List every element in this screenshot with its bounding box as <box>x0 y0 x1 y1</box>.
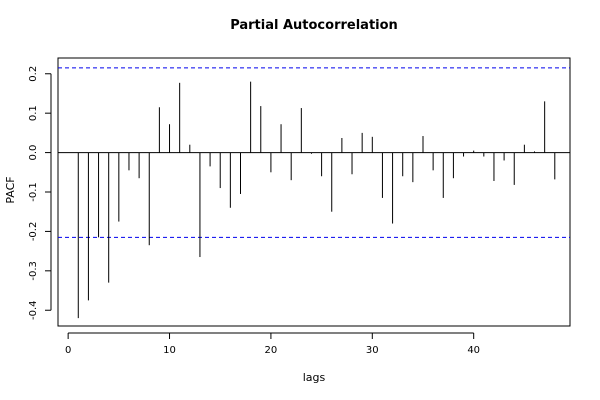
x-axis-label: lags <box>303 371 326 384</box>
y-tick-label: 0.0 <box>28 145 39 161</box>
y-tick-label: -0.4 <box>28 300 39 320</box>
plot-frame <box>57 57 571 327</box>
y-axis: -0.4 -0.3 -0.2 -0.1 0.0 0.1 0.2 <box>28 66 52 320</box>
y-tick-label: -0.3 <box>28 261 39 281</box>
y-tick-label: 0.2 <box>28 66 39 82</box>
y-tick-label: 0.1 <box>28 105 39 121</box>
y-tick-label: -0.1 <box>28 182 39 202</box>
x-axis: 0 10 20 30 40 <box>65 332 480 356</box>
pacf-bars <box>77 81 556 319</box>
chart-title: Partial Autocorrelation <box>230 18 398 33</box>
confidence-bounds <box>58 67 570 238</box>
x-tick-label: 30 <box>366 345 379 356</box>
y-tick-label: -0.2 <box>28 222 39 242</box>
x-tick-label: 20 <box>265 345 278 356</box>
x-tick-label: 10 <box>163 345 176 356</box>
y-axis-label: PACF <box>4 176 17 203</box>
x-tick-label: 0 <box>65 345 71 356</box>
x-tick-label: 40 <box>467 345 480 356</box>
